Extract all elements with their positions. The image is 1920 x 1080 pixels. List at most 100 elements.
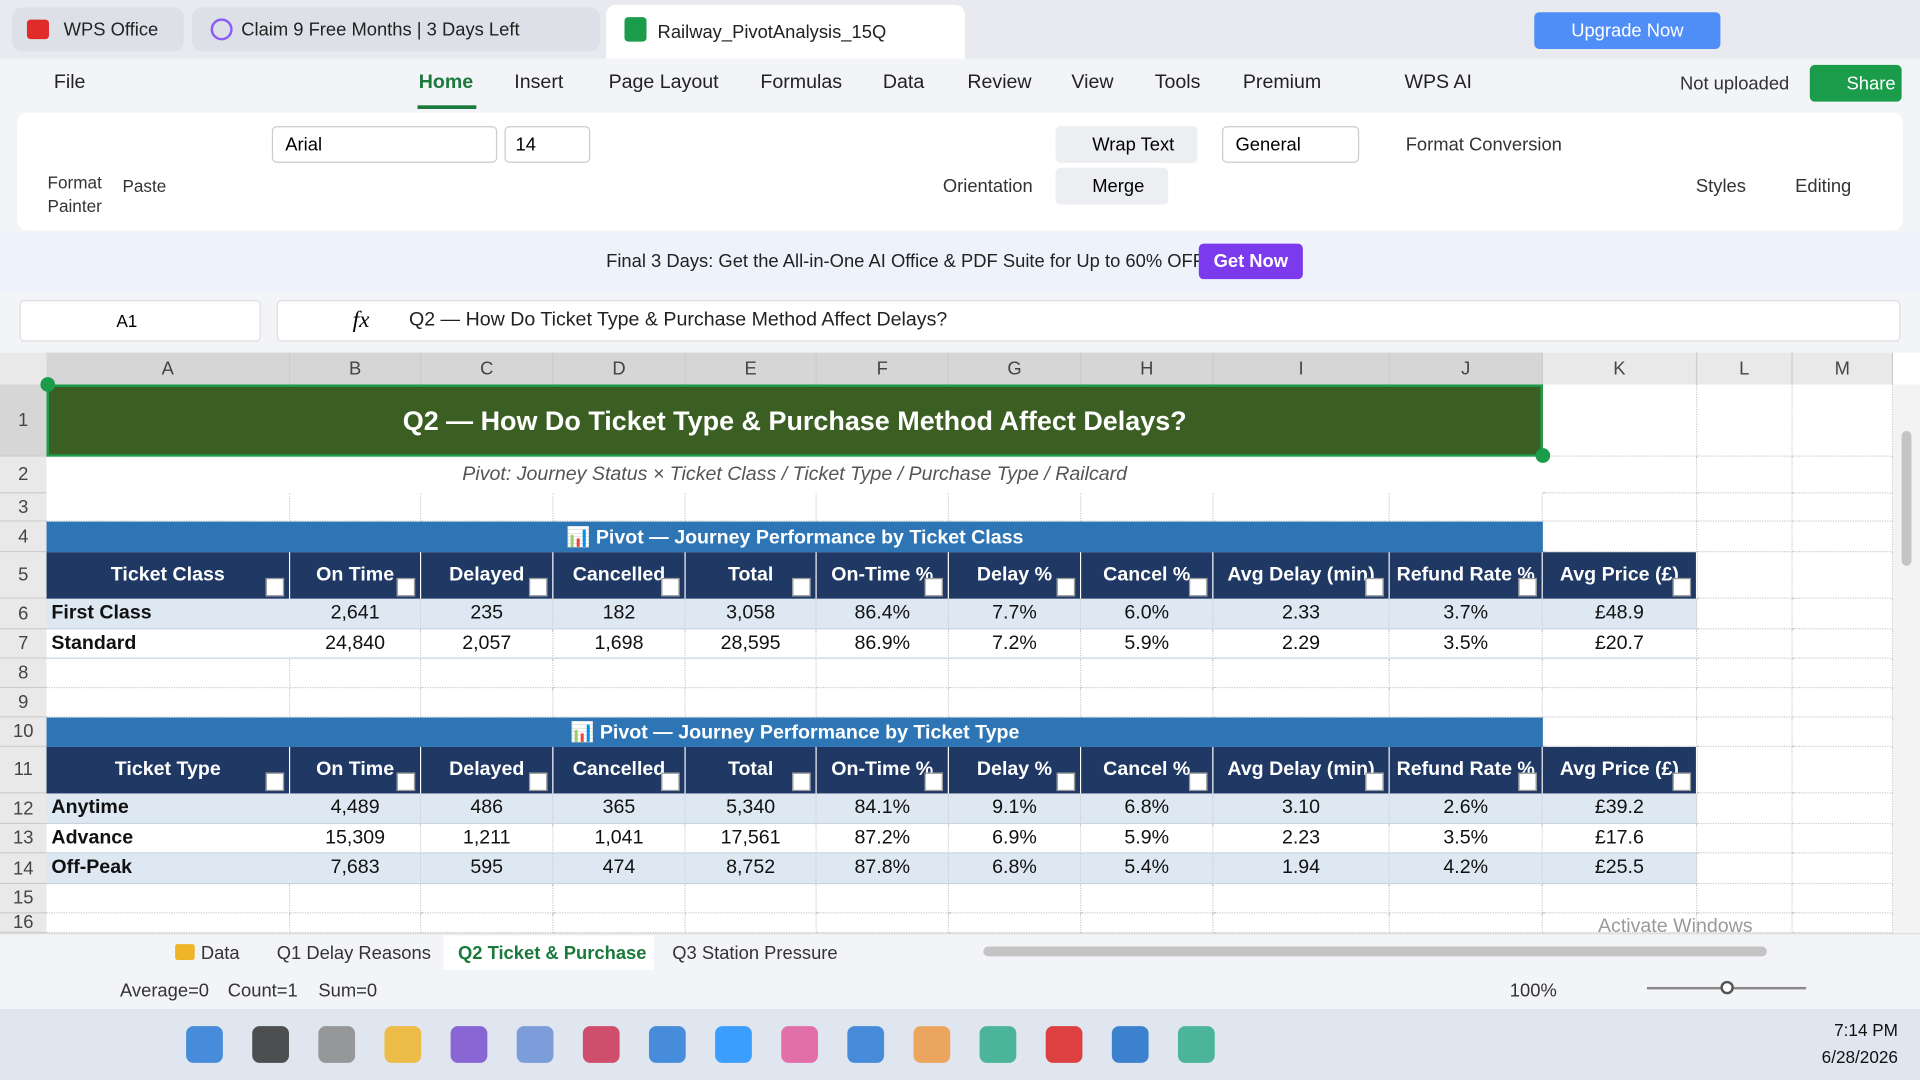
data-cell[interactable]: 17,561 xyxy=(685,824,817,854)
data-cell[interactable]: 4.2% xyxy=(1389,853,1543,885)
filter-button[interactable] xyxy=(528,772,548,792)
wrap-button[interactable]: Wrap Text xyxy=(1055,126,1198,163)
row-header[interactable]: 13 xyxy=(0,824,47,854)
data-cell[interactable]: 595 xyxy=(421,853,554,885)
taskbar-icon[interactable] xyxy=(715,1026,752,1063)
data-cell[interactable]: 87.2% xyxy=(816,824,949,854)
size-select[interactable]: 14 xyxy=(504,126,591,163)
font-select[interactable]: Arial xyxy=(271,126,498,163)
filter-button[interactable] xyxy=(396,577,416,597)
sheet-tab[interactable]: Q1 Delay Reasons xyxy=(276,942,431,964)
ribbon-label[interactable]: Paste xyxy=(122,176,167,196)
data-cell[interactable]: 3.5% xyxy=(1389,824,1543,854)
column-header[interactable]: L xyxy=(1697,352,1793,385)
data-cell[interactable]: 365 xyxy=(553,793,686,825)
data-cell[interactable]: 2,641 xyxy=(290,598,422,630)
taskbar-icon[interactable] xyxy=(913,1026,951,1063)
data-cell[interactable]: 3.7% xyxy=(1389,598,1543,630)
filter-button[interactable] xyxy=(1056,772,1076,792)
data-cell[interactable]: 1,211 xyxy=(421,824,554,854)
formula-content[interactable]: Q2 — How Do Ticket Type & Purchase Metho… xyxy=(408,309,948,331)
sheet-tab[interactable]: Data xyxy=(200,942,240,964)
zoom-level[interactable]: 100% xyxy=(1509,980,1557,1002)
filter-button[interactable] xyxy=(1365,772,1384,792)
data-cell[interactable]: 3.10 xyxy=(1213,793,1390,825)
data-cell[interactable]: £25.5 xyxy=(1542,853,1698,885)
filter-button[interactable] xyxy=(924,577,943,597)
data-cell[interactable]: £17.6 xyxy=(1542,824,1698,854)
row-header[interactable]: 11 xyxy=(0,746,47,794)
row-header[interactable]: 15 xyxy=(0,884,47,914)
data-cell[interactable]: 84.1% xyxy=(816,793,949,825)
sheet-tab[interactable]: Q3 Station Pressure xyxy=(672,942,838,964)
data-cell[interactable]: 235 xyxy=(421,598,554,630)
filter-button[interactable] xyxy=(265,577,285,597)
data-cell[interactable]: 6.9% xyxy=(948,824,1082,854)
ribbon-label[interactable]: Format Conversion xyxy=(1405,134,1562,155)
column-header[interactable]: A xyxy=(47,352,291,385)
data-cell[interactable]: 15,309 xyxy=(290,824,422,854)
filter-button[interactable] xyxy=(661,577,680,597)
row-header[interactable]: 4 xyxy=(0,521,47,553)
data-cell[interactable]: 2.6% xyxy=(1389,793,1543,825)
taskbar-icon[interactable] xyxy=(1177,1026,1215,1063)
tab[interactable]: WPS Office xyxy=(12,7,184,52)
row-header[interactable]: 5 xyxy=(0,552,47,599)
data-cell[interactable]: 2.29 xyxy=(1213,629,1390,659)
ribbon-label[interactable]: Editing xyxy=(1795,175,1852,197)
data-cell[interactable]: Anytime xyxy=(46,793,291,825)
row-header[interactable]: 9 xyxy=(0,688,47,718)
row-header[interactable]: 12 xyxy=(0,793,47,825)
data-cell[interactable]: 7.7% xyxy=(948,598,1082,630)
data-cell[interactable]: 5.9% xyxy=(1081,824,1214,854)
menu-item[interactable]: Formulas xyxy=(760,72,843,94)
taskbar-icon[interactable] xyxy=(252,1026,289,1063)
data-cell[interactable]: £20.7 xyxy=(1542,629,1698,659)
get-now-button[interactable]: Get Now xyxy=(1198,243,1303,280)
sheet-tab[interactable]: Q2 Ticket & Purchase xyxy=(443,935,654,970)
column-header[interactable]: J xyxy=(1390,352,1543,385)
taskbar-icon[interactable] xyxy=(582,1026,620,1063)
upgrade-button[interactable]: Upgrade Now xyxy=(1534,12,1721,49)
taskbar-icon[interactable] xyxy=(450,1026,488,1063)
filter-button[interactable] xyxy=(1056,577,1076,597)
row-header[interactable]: 8 xyxy=(0,658,47,689)
data-cell[interactable]: 28,595 xyxy=(685,629,817,659)
menu-item[interactable]: Page Layout xyxy=(608,72,719,94)
data-cell[interactable]: 5.4% xyxy=(1081,853,1214,885)
menu-item[interactable]: Review xyxy=(967,72,1032,94)
data-cell[interactable]: 24,840 xyxy=(290,629,422,659)
data-cell[interactable]: 9.1% xyxy=(948,793,1082,825)
data-cell[interactable]: 1.94 xyxy=(1213,853,1390,885)
taskbar-icon[interactable] xyxy=(1045,1026,1083,1063)
menu-item[interactable]: WPS AI xyxy=(1404,72,1472,94)
data-cell[interactable]: 6.8% xyxy=(948,853,1082,885)
column-header[interactable]: M xyxy=(1793,352,1894,385)
filter-button[interactable] xyxy=(661,772,680,792)
filter-button[interactable] xyxy=(265,772,285,792)
merge-button[interactable]: Merge xyxy=(1055,167,1169,205)
column-header[interactable]: K xyxy=(1543,352,1698,385)
data-cell[interactable]: 7,683 xyxy=(290,853,422,885)
menu-item[interactable]: File xyxy=(53,72,86,94)
column-header[interactable]: F xyxy=(817,352,949,385)
filter-button[interactable] xyxy=(1672,577,1692,597)
data-cell[interactable]: 2.33 xyxy=(1213,598,1390,630)
filter-button[interactable] xyxy=(1188,772,1208,792)
ribbon-label[interactable]: Styles xyxy=(1695,175,1746,197)
data-cell[interactable]: 3.5% xyxy=(1389,629,1543,659)
data-cell[interactable]: 1,698 xyxy=(553,629,686,659)
data-cell[interactable]: 87.8% xyxy=(816,853,949,885)
row-header[interactable]: 6 xyxy=(0,598,47,630)
share-button[interactable]: Share xyxy=(1809,64,1902,102)
filter-button[interactable] xyxy=(396,772,416,792)
data-cell[interactable]: 6.0% xyxy=(1081,598,1214,630)
filter-button[interactable] xyxy=(528,577,548,597)
data-cell[interactable]: Standard xyxy=(46,629,291,659)
data-cell[interactable]: 7.2% xyxy=(948,629,1082,659)
menu-item[interactable]: Tools xyxy=(1154,72,1201,94)
data-cell[interactable]: 8,752 xyxy=(685,853,817,885)
upload-status[interactable]: Not uploaded xyxy=(1680,72,1790,94)
column-header[interactable]: H xyxy=(1081,352,1214,385)
data-cell[interactable]: 1,041 xyxy=(553,824,686,854)
